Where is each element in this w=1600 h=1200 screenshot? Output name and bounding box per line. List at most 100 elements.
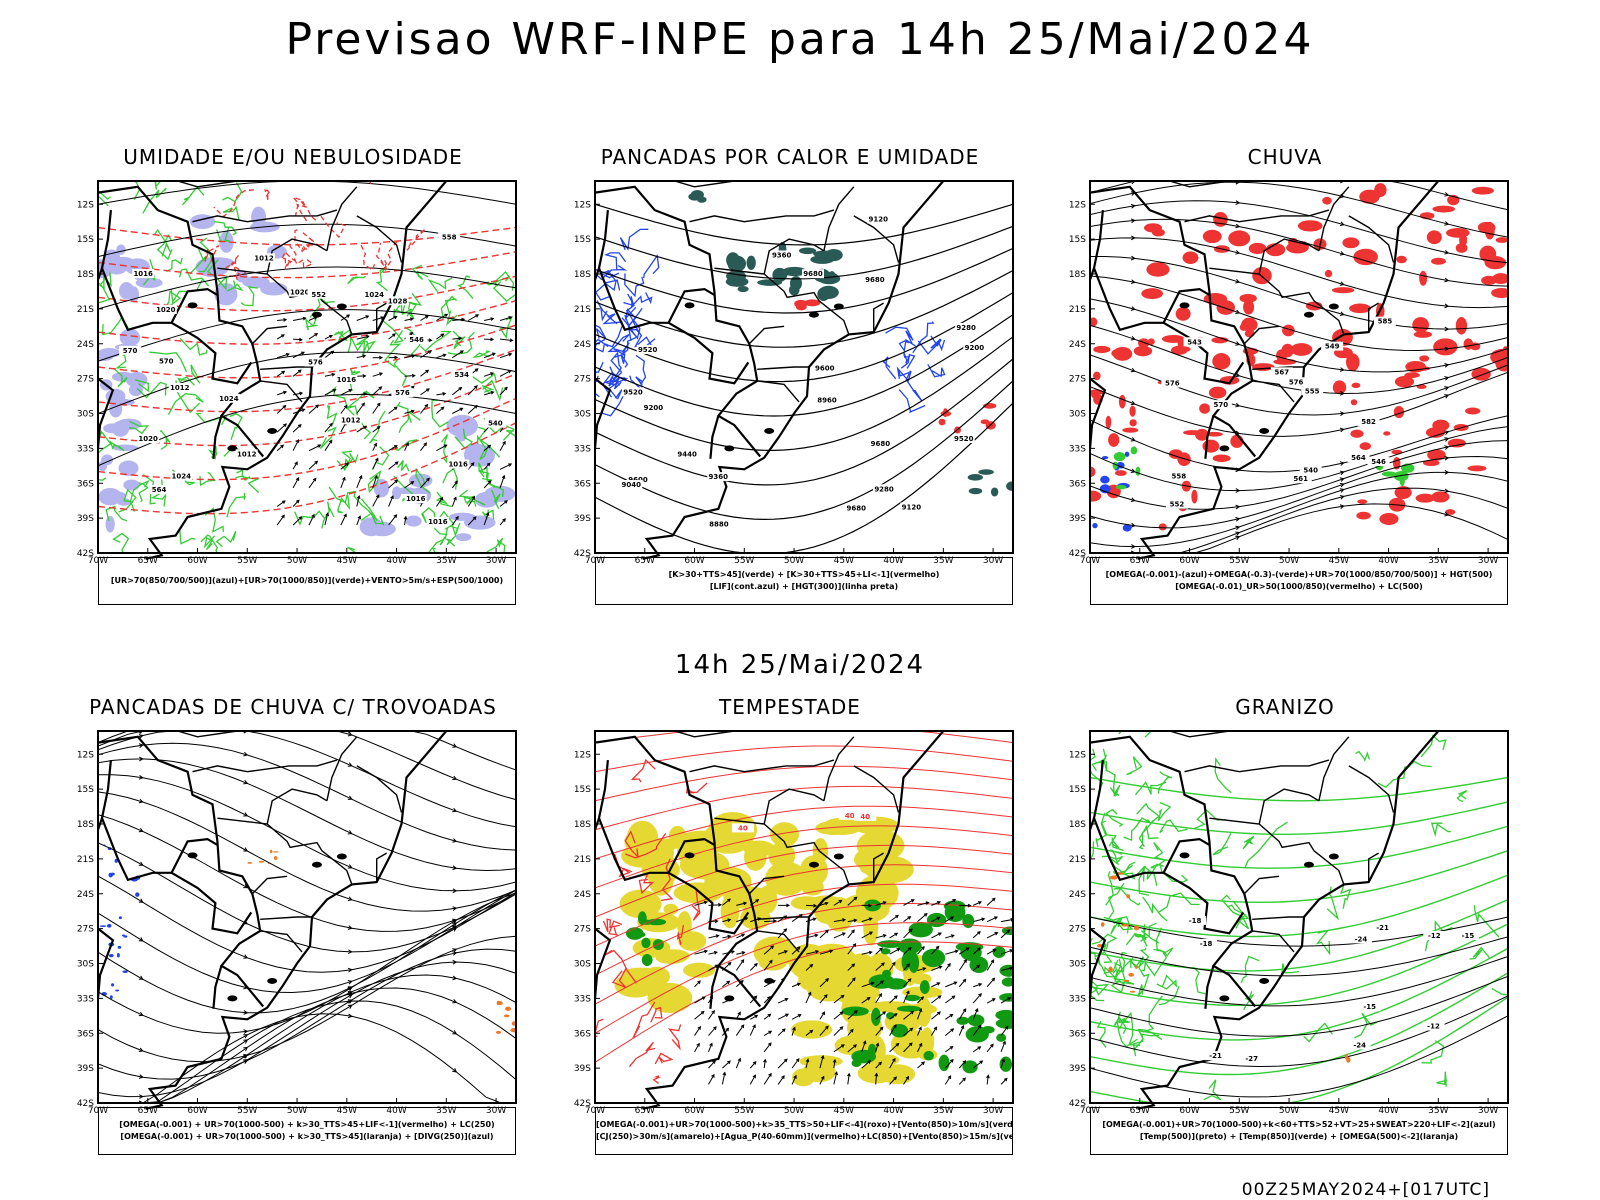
jet-stream-area-yellow	[757, 885, 778, 914]
border-line	[823, 186, 855, 251]
humidity-low-contour	[368, 410, 386, 444]
contour-label-bg	[770, 250, 793, 260]
vector-arrowhead	[781, 1075, 785, 1080]
wind850-vector	[903, 978, 912, 988]
wind850-area-green	[995, 1009, 1013, 1021]
contour-label-bg	[132, 269, 155, 279]
lon-tick-label: 40W	[386, 556, 406, 566]
rain-area-red	[1206, 431, 1223, 437]
wind-vector	[276, 370, 285, 377]
vector-arrowhead	[455, 515, 459, 520]
humidity-low-contour	[128, 420, 149, 435]
vector-arrowhead	[784, 997, 789, 1002]
wind850-vector	[958, 1060, 966, 1069]
vector-arrowhead	[977, 947, 981, 952]
lon-tick-label: 65W	[635, 556, 655, 566]
vector-arrowhead	[910, 899, 915, 903]
contour-label: 9680	[865, 276, 885, 284]
contour-label: -18	[1189, 917, 1202, 925]
streamline-arrow	[1339, 494, 1345, 500]
vector-arrowhead	[796, 946, 801, 950]
contour-label-bg	[873, 484, 896, 494]
humidity-low-contour	[446, 526, 457, 547]
vector-arrowhead	[986, 1074, 990, 1079]
wind850-vector	[1000, 1059, 1005, 1069]
wind850-vector	[986, 949, 996, 955]
lifted-index-contour	[905, 370, 923, 402]
vector-arrowhead	[737, 1057, 742, 1062]
border-line	[763, 788, 825, 825]
contour-label-bg	[955, 322, 978, 332]
lat-tick-label: 12S	[574, 750, 591, 760]
humidity-low-contour	[447, 331, 475, 356]
streamline-arrow	[243, 1046, 249, 1052]
water-contour	[625, 833, 667, 859]
vector-arrowhead	[409, 317, 414, 322]
wind850-vector	[805, 964, 813, 971]
vector-arrowhead	[343, 404, 348, 409]
wind850-area-green	[999, 964, 1013, 977]
lat-tick-label: 24S	[77, 340, 94, 350]
vector-arrowhead	[925, 901, 930, 905]
vector-arrowhead	[295, 499, 300, 504]
water-contour	[691, 890, 701, 921]
lat-tick-label: 42S	[1069, 1099, 1086, 1109]
water-contour	[652, 1075, 661, 1085]
thickness-contour-detail	[282, 257, 293, 271]
humidity-low-contour	[213, 220, 237, 236]
lifted-index-contour	[608, 381, 623, 400]
storm-area-orange	[496, 1000, 501, 1005]
temp850-contour	[1138, 824, 1159, 847]
divergence-area-blue	[116, 952, 120, 958]
humidity-low-contour	[415, 467, 431, 494]
lat-tick-label: 12S	[1069, 200, 1086, 210]
lon-tick-label: 35W	[1428, 556, 1448, 566]
wind-vector	[292, 499, 300, 507]
lon-tick-label: 65W	[138, 556, 158, 566]
wind850-area-green	[921, 948, 946, 968]
wind-vector	[420, 388, 430, 396]
wind-vector	[356, 425, 367, 433]
contour-label-bg	[1204, 1051, 1227, 1061]
rain-area-red	[1396, 255, 1407, 264]
vector-arrowhead	[730, 950, 735, 954]
vector-arrowhead	[393, 445, 398, 449]
wind850-vector	[875, 947, 883, 955]
rain-area-red	[1322, 196, 1332, 205]
vector-arrowhead	[740, 1024, 745, 1029]
vector-arrowhead	[487, 480, 492, 484]
contour-label-bg	[1348, 1040, 1371, 1050]
streamline-arrow	[452, 775, 458, 781]
humidity-upper-area	[119, 328, 141, 347]
vector-arrowhead	[962, 1008, 967, 1013]
wind850-vector	[917, 946, 925, 955]
lake-feature	[1303, 861, 1314, 868]
wind-vector	[467, 314, 479, 321]
divergence-area-blue	[106, 923, 112, 928]
vector-arrowhead	[394, 461, 399, 465]
vector-arrowhead	[294, 461, 298, 466]
divergence-area-blue	[117, 945, 122, 949]
vector-arrowhead	[329, 334, 334, 339]
wind-vector	[292, 424, 302, 433]
lon-tick-label: 60W	[684, 1106, 704, 1116]
humidity-low-contour	[179, 337, 208, 356]
wind850-area-green	[956, 1016, 970, 1025]
wind-vector	[483, 372, 494, 377]
lon-tick-label: 30W	[983, 556, 1003, 566]
vector-arrowhead	[896, 948, 901, 952]
temp850-contour	[1421, 1040, 1445, 1064]
wind850-vector	[903, 916, 911, 923]
streamline-arrow	[1235, 372, 1241, 378]
streamline-arrow	[243, 1034, 249, 1039]
streamline	[1090, 298, 1508, 373]
vector-arrowhead	[314, 460, 319, 465]
lat-tick-label: 30S	[574, 960, 591, 970]
coastline	[1137, 730, 1440, 1110]
border-line	[1092, 759, 1210, 882]
rain-area-red	[1105, 415, 1112, 429]
vector-arrowhead	[425, 315, 429, 319]
wind850-vector	[833, 1026, 844, 1036]
contour-label-bg	[1358, 1002, 1381, 1012]
contour-label: 9680	[871, 440, 891, 448]
